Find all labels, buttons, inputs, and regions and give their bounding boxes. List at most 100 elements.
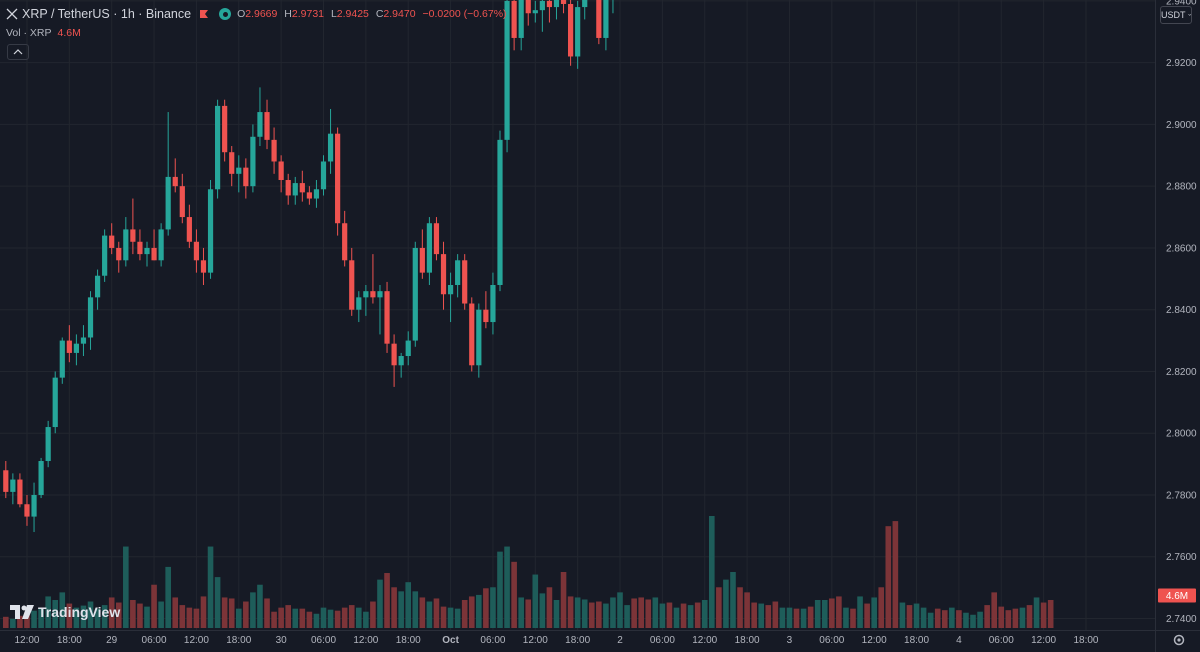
candle	[511, 0, 517, 51]
candle-body	[257, 112, 263, 137]
candle-body	[596, 0, 602, 38]
candle	[313, 180, 320, 208]
volume-bar	[807, 606, 814, 628]
volume-bar	[920, 607, 927, 628]
volume-bar	[59, 592, 66, 628]
time-axis[interactable]: 12:00 18:00 29 06:00 12:00 18:00 30 06:00 12:00 1…	[14, 635, 1098, 646]
volume-bar	[652, 597, 659, 628]
candle	[24, 494, 30, 526]
symbol-title[interactable]: XRP / TetherUS · 1h · Binance	[22, 7, 192, 21]
candle-body	[440, 254, 447, 295]
candle	[356, 291, 362, 323]
price-axis[interactable]: 2.7400 2.7600 2.7800 2.8000 2.8200 2.8400 2.86…	[1166, 0, 1197, 625]
volume-bar	[539, 593, 546, 628]
volume-bar	[927, 612, 934, 628]
candle-body	[377, 291, 383, 298]
volume-bar	[243, 601, 249, 628]
volume-bar	[137, 603, 143, 628]
volume-bar	[864, 603, 870, 628]
candle-body	[532, 10, 538, 14]
candle	[476, 303, 482, 378]
high-value: 2.9731	[291, 8, 325, 20]
volume-bar	[793, 608, 800, 628]
candle-body	[24, 504, 30, 517]
volume-bar	[991, 592, 997, 628]
candlesticks	[3, 0, 614, 533]
candle-body	[52, 377, 58, 428]
volume-value: 4.6M	[57, 27, 81, 39]
candle-body	[299, 183, 305, 193]
volume-bar	[341, 607, 348, 628]
candle-body	[17, 479, 23, 505]
candle	[546, 0, 553, 23]
candle-body	[327, 133, 334, 162]
open-value: 2.9669	[245, 8, 278, 20]
y-tick-label: 2.8000	[1166, 429, 1197, 440]
volume-bar	[130, 600, 136, 628]
candle-body	[10, 479, 16, 492]
currency-button[interactable]: USDT	[1160, 6, 1192, 24]
market-status-icon[interactable]	[219, 8, 232, 20]
x-tick-label: 4	[956, 635, 962, 646]
candle-body	[426, 223, 432, 273]
candle	[158, 223, 164, 267]
volume-bar	[356, 607, 362, 628]
candle	[490, 272, 496, 335]
volume-bar	[454, 608, 461, 628]
volume-bar	[709, 516, 715, 628]
candle-body	[546, 0, 553, 8]
candle	[349, 247, 355, 316]
candle	[532, 0, 538, 23]
collapse-legend-button[interactable]	[7, 44, 29, 60]
volume-bar	[384, 573, 390, 628]
candle	[320, 155, 327, 196]
logo-text: TradingView	[38, 604, 121, 620]
gear-icon[interactable]	[1172, 633, 1186, 647]
candle	[271, 127, 277, 174]
change-value: −0.0200 (−0.67%)	[422, 8, 507, 20]
volume-bar	[250, 592, 256, 628]
tradingview-logo[interactable]: TradingView	[10, 604, 120, 620]
candle	[38, 457, 44, 499]
x-tick-label: 30	[276, 635, 288, 646]
candle	[123, 217, 129, 267]
volume-bar	[440, 606, 447, 628]
y-tick-label: 2.7600	[1166, 552, 1197, 563]
candle-body	[38, 461, 44, 495]
x-tick-label: 12:00	[184, 635, 209, 646]
volume-bar	[214, 577, 221, 628]
volume-bar	[765, 605, 772, 628]
candle	[59, 337, 65, 384]
candle	[539, 0, 545, 32]
candle	[236, 155, 242, 193]
candle	[419, 229, 425, 279]
x-tick-label: 12:00	[1031, 635, 1056, 646]
candle	[31, 482, 37, 533]
volume-bar	[786, 607, 793, 628]
volume-bar	[221, 597, 228, 628]
candle	[299, 170, 305, 202]
x-tick-label: 06:00	[480, 635, 505, 646]
candle	[596, 0, 602, 45]
candle-body	[356, 297, 362, 310]
x-tick-label: 06:00	[650, 635, 675, 646]
flag-icon[interactable]	[199, 9, 209, 19]
volume-bar	[348, 605, 355, 628]
volume-bar	[476, 594, 482, 628]
y-tick-label: 2.9000	[1166, 120, 1197, 131]
volume-bar	[94, 608, 101, 628]
candle-body	[455, 260, 461, 285]
volume-bar	[857, 596, 863, 628]
candle-body	[200, 260, 207, 273]
volume-bars	[3, 516, 1054, 628]
volume-bar	[200, 596, 207, 628]
volume-bar	[179, 605, 186, 628]
low-label: L	[330, 8, 337, 20]
candle-body	[476, 309, 482, 366]
candle-body	[278, 161, 284, 181]
volume-bar	[525, 599, 532, 628]
low-value: 2.9425	[336, 8, 369, 20]
candle	[327, 108, 334, 174]
volume-bar	[461, 600, 468, 628]
